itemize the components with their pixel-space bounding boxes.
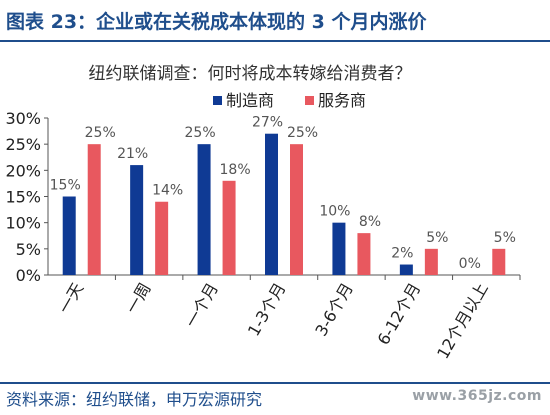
chart-title: 纽约联储调查：何时将成本转嫁给消费者？ xyxy=(89,64,412,84)
bar-chart: 纽约联储调查：何时将成本转嫁给消费者？ 制造商 服务商 0% 5% 10% 15% 20%… xyxy=(5,64,521,363)
bar-manufacturer xyxy=(399,264,413,275)
data-label: 5% xyxy=(426,230,448,246)
legend-swatch xyxy=(305,96,314,105)
footer-divider xyxy=(0,382,550,384)
bars xyxy=(62,133,506,275)
y-tick-label: 0% xyxy=(16,266,41,285)
y-tick-label: 30% xyxy=(5,109,41,128)
x-tick-label: 3-6个月 xyxy=(311,280,357,340)
legend-swatch xyxy=(213,96,222,105)
bar-services xyxy=(357,233,371,275)
x-tick-label: 一天 xyxy=(55,280,87,317)
bar-manufacturer xyxy=(332,222,346,275)
y-tick-label: 10% xyxy=(5,214,41,233)
data-label: 2% xyxy=(391,246,413,262)
y-tick-label: 5% xyxy=(16,240,41,259)
x-tick-label: 一个月 xyxy=(182,280,222,331)
data-label: 15% xyxy=(50,178,81,194)
watermark: www.365jz.com xyxy=(412,388,542,404)
bar-services xyxy=(492,248,506,275)
data-label: 5% xyxy=(494,230,516,246)
data-label: 25% xyxy=(185,125,216,141)
report-header: 图表 23：企业或在关税成本体现的 3 个月内涨价 xyxy=(0,0,550,40)
bar-services xyxy=(222,180,236,275)
data-label: 21% xyxy=(117,146,148,162)
bar-services xyxy=(424,248,438,275)
y-tick-label: 15% xyxy=(5,188,41,207)
x-tick-label: 6-12个月 xyxy=(374,280,425,349)
source-note: 资料来源：纽约联储，申万宏源研究 xyxy=(6,390,263,409)
bar-manufacturer xyxy=(265,133,278,275)
header-divider xyxy=(0,40,550,42)
legend: 制造商 服务商 xyxy=(213,91,366,110)
x-tick-label: 12个月以上 xyxy=(433,280,492,363)
bar-services xyxy=(87,144,101,275)
bar-manufacturer xyxy=(197,144,211,275)
figure-title: 图表 23：企业或在关税成本体现的 3 个月内涨价 xyxy=(6,11,427,33)
legend-label: 服务商 xyxy=(318,91,366,110)
bar-manufacturer xyxy=(62,196,76,275)
data-label: 8% xyxy=(359,214,381,230)
data-label: 25% xyxy=(85,125,116,141)
data-labels: 15%25%21%14%25%18%27%25%10%8%2%5%0%5% xyxy=(50,115,516,272)
x-tick-label: 1-3个月 xyxy=(244,280,290,340)
legend-label: 制造商 xyxy=(226,91,274,110)
data-label: 27% xyxy=(252,115,283,131)
data-label: 25% xyxy=(287,125,318,141)
data-label: 18% xyxy=(220,162,251,178)
data-label: 14% xyxy=(152,183,183,199)
x-tick-label: 一周 xyxy=(122,280,154,317)
bar-manufacturer xyxy=(130,165,144,275)
y-tick-label: 25% xyxy=(5,135,41,154)
data-label: 0% xyxy=(459,256,481,272)
y-tick-label: 20% xyxy=(5,161,41,180)
bar-services xyxy=(290,144,303,275)
bar-services xyxy=(155,201,169,275)
data-label: 10% xyxy=(319,204,350,220)
